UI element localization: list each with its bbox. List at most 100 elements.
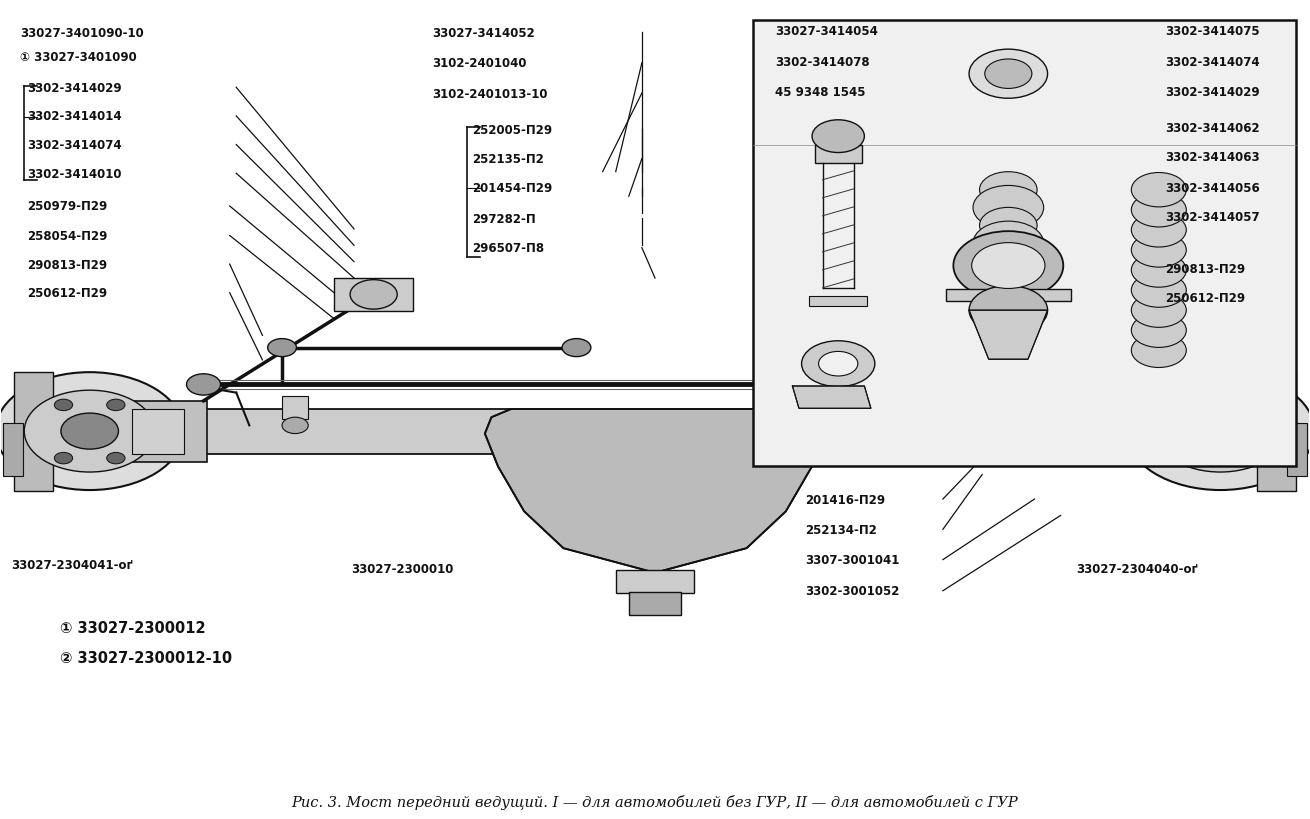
Circle shape bbox=[1132, 314, 1187, 348]
Circle shape bbox=[60, 414, 118, 450]
Bar bbox=[203, 410, 1107, 455]
Text: 3302-3414014: 3302-3414014 bbox=[28, 111, 122, 124]
Bar bbox=[131, 401, 207, 463]
Circle shape bbox=[1123, 400, 1141, 411]
Circle shape bbox=[969, 50, 1048, 99]
Bar bbox=[1258, 373, 1296, 491]
Text: 3302-3414062: 3302-3414062 bbox=[1166, 122, 1260, 135]
Circle shape bbox=[1132, 254, 1187, 287]
Bar bbox=[1103, 401, 1179, 463]
Text: 250979-П29: 250979-П29 bbox=[28, 200, 107, 213]
Text: 33027-3414052: 33027-3414052 bbox=[432, 27, 536, 40]
Text: 3302-3414075: 3302-3414075 bbox=[1166, 25, 1260, 38]
Text: 3302-3414029: 3302-3414029 bbox=[1166, 86, 1260, 99]
Text: 3102-2401013-10: 3102-2401013-10 bbox=[432, 88, 548, 101]
Bar bbox=[1100, 401, 1124, 426]
Bar bbox=[815, 146, 862, 164]
Circle shape bbox=[1090, 374, 1124, 396]
Text: SCORPION-CAR.RU: SCORPION-CAR.RU bbox=[469, 417, 841, 451]
Text: 201454-П29: 201454-П29 bbox=[472, 183, 552, 195]
Circle shape bbox=[106, 453, 124, 464]
Bar bbox=[4, 423, 24, 477]
Text: 250612-П29: 250612-П29 bbox=[1166, 292, 1246, 305]
Bar bbox=[1286, 423, 1306, 477]
Circle shape bbox=[969, 287, 1048, 335]
Bar bbox=[1127, 410, 1179, 455]
Circle shape bbox=[1096, 415, 1144, 445]
Circle shape bbox=[25, 391, 155, 473]
Text: 45 9348 1545: 45 9348 1545 bbox=[776, 86, 866, 99]
Text: 3302-3414074: 3302-3414074 bbox=[28, 139, 122, 152]
Bar bbox=[334, 278, 413, 311]
Circle shape bbox=[106, 400, 124, 411]
Text: 252005-П29: 252005-П29 bbox=[472, 124, 552, 137]
Circle shape bbox=[973, 186, 1044, 230]
Text: 33027-3401090-10: 33027-3401090-10 bbox=[21, 27, 144, 40]
Text: 3302-3414010: 3302-3414010 bbox=[28, 168, 122, 180]
Text: 3302-3001052: 3302-3001052 bbox=[806, 585, 900, 598]
Text: 3302-3414056: 3302-3414056 bbox=[1166, 182, 1260, 194]
Circle shape bbox=[562, 339, 591, 357]
Circle shape bbox=[350, 280, 397, 310]
Circle shape bbox=[1132, 193, 1187, 228]
Circle shape bbox=[973, 257, 1044, 301]
Bar bbox=[753, 21, 1296, 467]
Text: 33027-2300010: 33027-2300010 bbox=[351, 563, 453, 576]
Text: 290813-П29: 290813-П29 bbox=[1166, 262, 1246, 275]
Polygon shape bbox=[793, 387, 871, 409]
Text: 3302-3414074: 3302-3414074 bbox=[1166, 56, 1260, 69]
Circle shape bbox=[980, 244, 1038, 280]
Text: 201416-П29: 201416-П29 bbox=[806, 493, 886, 506]
Circle shape bbox=[1132, 333, 1187, 368]
Circle shape bbox=[980, 173, 1038, 209]
Circle shape bbox=[1132, 293, 1187, 328]
Bar bbox=[39, 385, 138, 479]
Circle shape bbox=[282, 418, 308, 434]
Text: 3302-3414057: 3302-3414057 bbox=[1166, 210, 1260, 224]
Bar bbox=[131, 410, 183, 455]
Text: 297282-П: 297282-П bbox=[472, 212, 536, 225]
Circle shape bbox=[1123, 453, 1141, 464]
Circle shape bbox=[973, 222, 1044, 266]
Text: 296507-П8: 296507-П8 bbox=[472, 242, 544, 255]
Circle shape bbox=[812, 120, 865, 153]
Bar bbox=[14, 373, 52, 491]
Circle shape bbox=[819, 352, 858, 377]
Circle shape bbox=[1132, 214, 1187, 247]
Circle shape bbox=[802, 342, 875, 387]
Circle shape bbox=[972, 243, 1045, 289]
Circle shape bbox=[954, 232, 1064, 301]
Circle shape bbox=[1132, 274, 1187, 308]
Circle shape bbox=[1132, 174, 1187, 208]
Bar bbox=[946, 290, 1072, 302]
Text: 33027-3414054: 33027-3414054 bbox=[776, 25, 878, 38]
Circle shape bbox=[0, 373, 183, 491]
Circle shape bbox=[1186, 400, 1204, 411]
Bar bbox=[1172, 385, 1271, 479]
Circle shape bbox=[267, 339, 296, 357]
Text: 250612-П29: 250612-П29 bbox=[28, 287, 107, 300]
Text: 3302-3414063: 3302-3414063 bbox=[1166, 152, 1260, 164]
Circle shape bbox=[186, 374, 220, 396]
Circle shape bbox=[1127, 373, 1310, 491]
Text: ① 33027-3401090: ① 33027-3401090 bbox=[21, 52, 138, 65]
Text: Рис. 3. Мост передний ведущий. I — для автомобилей без ГУР, II — для автомобилей: Рис. 3. Мост передний ведущий. I — для а… bbox=[292, 794, 1018, 809]
Text: 258054-П29: 258054-П29 bbox=[28, 229, 107, 242]
Circle shape bbox=[54, 453, 72, 464]
Text: 252134-П2: 252134-П2 bbox=[806, 523, 878, 536]
Text: 33027-2304041-оґ: 33027-2304041-оґ bbox=[12, 559, 132, 572]
Text: 3302-3414029: 3302-3414029 bbox=[28, 82, 122, 95]
Bar bbox=[282, 396, 308, 419]
Text: 252135-П2: 252135-П2 bbox=[472, 153, 544, 165]
Text: 33027-2304040-оґ: 33027-2304040-оґ bbox=[1077, 563, 1199, 576]
Text: 3102-2401040: 3102-2401040 bbox=[432, 57, 527, 70]
Text: 3307-3001041: 3307-3001041 bbox=[806, 554, 900, 567]
Circle shape bbox=[1132, 233, 1187, 268]
Polygon shape bbox=[485, 410, 825, 573]
Circle shape bbox=[980, 208, 1038, 244]
Circle shape bbox=[1192, 414, 1250, 450]
Text: 290813-П29: 290813-П29 bbox=[28, 258, 107, 271]
Text: ① 33027-2300012: ① 33027-2300012 bbox=[59, 620, 206, 636]
Circle shape bbox=[985, 60, 1032, 89]
Polygon shape bbox=[969, 310, 1048, 360]
